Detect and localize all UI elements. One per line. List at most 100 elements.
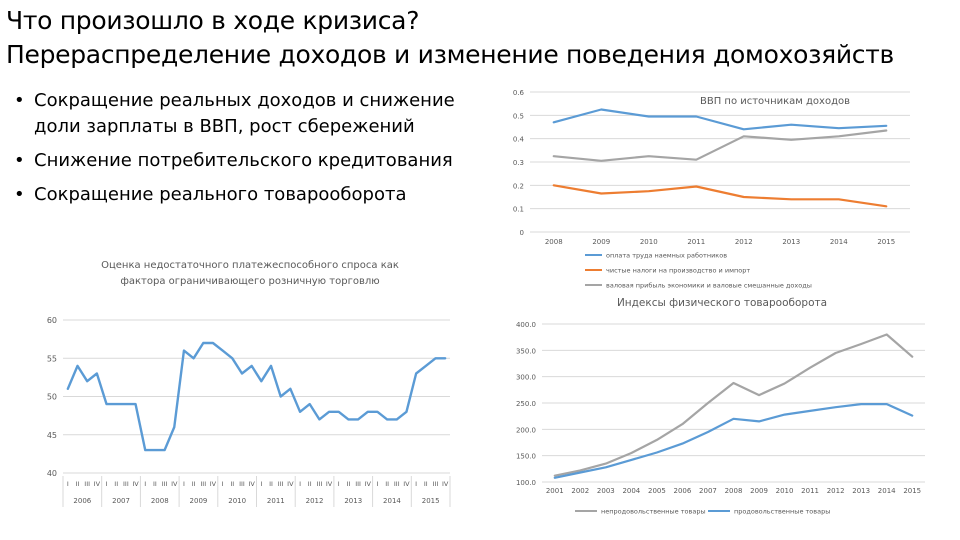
x-tick-label: 2005	[648, 487, 666, 495]
year-label: 2009	[190, 497, 208, 505]
x-tick-label: 2011	[687, 238, 705, 246]
series-line	[552, 184, 888, 208]
bullet-list: • Сокращение реальных доходов и снижение…	[14, 88, 494, 216]
quarter-label: II	[76, 480, 80, 488]
chart-title: ВВП по источникам доходов	[700, 96, 850, 107]
quarter-label: II	[230, 480, 234, 488]
quarter-label: II	[308, 480, 312, 488]
year-label: 2013	[344, 497, 362, 505]
quarter-label: III	[433, 480, 439, 488]
legend-label: оплата труда наемных работников	[606, 252, 727, 260]
quarter-label: I	[106, 480, 108, 488]
x-tick-label: 2015	[903, 487, 921, 495]
y-tick-label: 250.0	[516, 400, 536, 408]
x-tick-label: 2013	[852, 487, 870, 495]
quarter-label: II	[385, 480, 389, 488]
x-tick-label: 2007	[699, 487, 717, 495]
quarter-label: III	[84, 480, 90, 488]
bullet-text: Снижение потребительского кредитования	[34, 150, 453, 171]
legend-label: продовольственные товары	[734, 508, 830, 516]
quarter-label: I	[338, 480, 340, 488]
chart-title: Оценка недостаточного платежеспособного …	[101, 260, 399, 271]
quarter-label: II	[269, 480, 273, 488]
quarter-label: IV	[403, 480, 410, 488]
x-tick-label: 2014	[878, 487, 896, 495]
x-tick-label: 2013	[782, 238, 800, 246]
quarter-label: IV	[210, 480, 217, 488]
y-tick-label: 0	[520, 229, 524, 237]
quarter-label: III	[162, 480, 168, 488]
x-tick-label: 2014	[830, 238, 848, 246]
bullet-dot-icon: •	[14, 90, 25, 111]
chart-title: фактора ограничивающего розничную торгов…	[120, 276, 379, 287]
y-tick-label: 300.0	[516, 374, 536, 382]
y-tick-label: 0.3	[513, 159, 524, 167]
y-tick-label: 60	[47, 316, 57, 325]
bullet-text: Сокращение реальных доходов и снижение д…	[34, 90, 455, 137]
series-line	[553, 402, 914, 479]
quarter-label: IV	[132, 480, 139, 488]
bullet-item: • Сокращение реальных доходов и снижение…	[14, 88, 494, 140]
series-line	[66, 341, 447, 452]
year-label: 2007	[112, 497, 130, 505]
x-tick-label: 2003	[597, 487, 615, 495]
quarter-label: II	[192, 480, 196, 488]
series-line	[553, 333, 914, 477]
quarter-label: IV	[326, 480, 333, 488]
bullet-dot-icon: •	[14, 184, 25, 205]
x-tick-label: 2004	[622, 487, 640, 495]
title-line-1: Что произошло в ходе кризиса?	[6, 6, 420, 35]
year-label: 2008	[151, 497, 169, 505]
y-tick-label: 150.0	[516, 453, 536, 461]
gdp-income-chart: 0 0.1 0.2 0.3 0.4 0.5 0.6 2008 2009 2010 2011 2012 2…	[513, 89, 910, 290]
y-tick-label: 40	[47, 469, 57, 478]
quarter-label: III	[317, 480, 323, 488]
year-label: 2006	[73, 497, 91, 505]
quarter-label: IV	[171, 480, 178, 488]
quarter-label: I	[376, 480, 378, 488]
quarter-label: III	[123, 480, 129, 488]
y-tick-label: 0.2	[513, 182, 524, 190]
x-tick-label: 2010	[776, 487, 794, 495]
quarter-label: II	[424, 480, 428, 488]
quarter-label: III	[200, 480, 206, 488]
quarter-label: I	[183, 480, 185, 488]
demand-survey-chart: 40 45 50 55 60 Оценка недостаточного платежес…	[47, 260, 451, 507]
y-tick-label: 100.0	[516, 479, 536, 487]
bullet-dot-icon: •	[14, 150, 25, 171]
y-tick-label: 400.0	[516, 321, 536, 329]
x-tick-label: 2010	[640, 238, 658, 246]
y-tick-label: 350.0	[516, 347, 536, 355]
x-tick-label: 2012	[735, 238, 753, 246]
quarter-label: I	[260, 480, 262, 488]
bullet-item: • Сокращение реального товарооборота	[14, 182, 494, 208]
x-tick-label: 2009	[592, 238, 610, 246]
quarter-label: IV	[442, 480, 449, 488]
y-tick-label: 0.6	[513, 89, 525, 97]
legend-label: непродовольственные товары	[601, 508, 706, 516]
x-tick-label: 2015	[877, 238, 895, 246]
y-tick-label: 45	[47, 431, 57, 440]
y-tick-label: 0.1	[513, 206, 524, 214]
y-tick-label: 0.4	[513, 136, 525, 144]
year-label: 2014	[383, 497, 401, 505]
retail-index-chart: 100.0 150.0 200.0 250.0 300.0 350.0 400.0 Индек…	[516, 297, 925, 516]
quarter-label: IV	[365, 480, 372, 488]
x-tick-label: 2008	[725, 487, 743, 495]
year-label: 2010	[228, 497, 246, 505]
quarter-label: I	[67, 480, 69, 488]
quarter-label: I	[299, 480, 301, 488]
y-tick-label: 0.5	[513, 112, 524, 120]
bullet-item: • Снижение потребительского кредитования	[14, 148, 494, 174]
quarter-label: III	[278, 480, 284, 488]
quarter-label: IV	[287, 480, 294, 488]
quarter-label: I	[222, 480, 224, 488]
y-tick-label: 200.0	[516, 426, 536, 434]
quarter-label: II	[114, 480, 118, 488]
year-label: 2015	[422, 497, 440, 505]
title-line-2: Перераспределение доходов и изменение по…	[6, 40, 894, 69]
quarter-label: I	[144, 480, 146, 488]
quarter-label: II	[153, 480, 157, 488]
y-tick-label: 50	[47, 393, 57, 402]
y-tick-label: 55	[47, 354, 57, 363]
